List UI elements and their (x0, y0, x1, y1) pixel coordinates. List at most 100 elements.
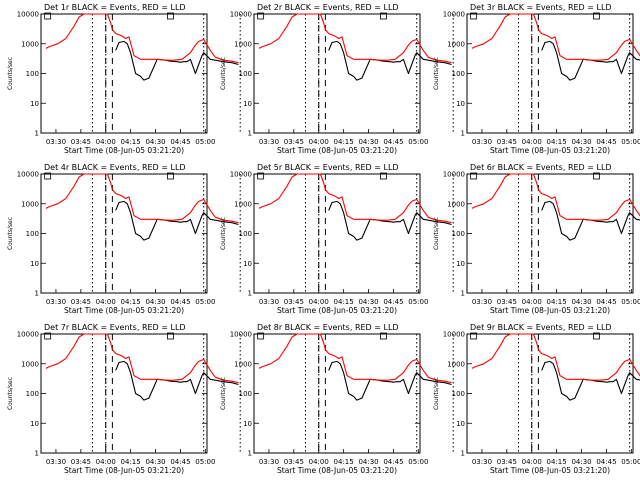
y-tick-label: 100 (452, 70, 465, 78)
y-tick-label: 1000 (21, 360, 39, 368)
x-axis-label: Start Time (08-Jun-05 03:21:20) (490, 146, 610, 155)
y-tick-label: 1 (35, 450, 39, 458)
x-tick-label: 03:30 (46, 138, 66, 146)
x-tick-label: 03:45 (71, 298, 91, 306)
x-tick-label: 04:45 (383, 138, 403, 146)
x-tick-label: 04:00 (522, 298, 542, 306)
y-tick-label: 10000 (230, 171, 252, 179)
y-tick-label: 1 (248, 290, 252, 298)
y-axis-label: Counts/sec (433, 57, 440, 90)
series-line-events (115, 200, 239, 241)
x-tick-label: 04:30 (145, 138, 165, 146)
chart-panel-det-4r: Det 4r BLACK = Events, RED = LLD Counts/s… (7, 163, 241, 315)
x-tick-label: 04:45 (170, 458, 190, 466)
x-tick-label: 04:00 (522, 138, 542, 146)
x-tick-label: 03:30 (46, 458, 66, 466)
y-tick-label: 100 (239, 230, 252, 238)
attenuator-state-box (470, 332, 478, 340)
y-tick-label: 1 (248, 130, 252, 138)
x-tick-label: 04:30 (571, 458, 591, 466)
series-line-lld (45, 173, 239, 224)
x-axis-label: Start Time (08-Jun-05 03:21:20) (64, 146, 184, 155)
y-tick-label: 100 (26, 70, 39, 78)
y-tick-label: 10000 (17, 171, 39, 179)
x-tick-label: 04:00 (96, 458, 116, 466)
chart-title: Det 2r BLACK = Events, RED = LLD (257, 3, 399, 12)
x-tick-label: 03:45 (284, 138, 304, 146)
x-tick-label: 04:45 (596, 298, 616, 306)
y-tick-label: 10 (30, 420, 39, 428)
series-line-lld (258, 173, 452, 224)
x-tick-label: 03:30 (259, 298, 279, 306)
attenuator-state-box (593, 332, 600, 340)
y-tick-label: 100 (452, 230, 465, 238)
y-axis-label: Counts/sec (220, 377, 227, 410)
plot-frame (40, 13, 208, 134)
x-tick-label: 04:00 (309, 298, 329, 306)
y-tick-label: 10000 (230, 331, 252, 339)
attenuator-state-box (257, 172, 265, 180)
y-tick-label: 10 (456, 100, 465, 108)
series-line-lld (471, 173, 640, 221)
attenuator-state-box (593, 12, 600, 20)
y-tick-label: 1 (248, 450, 252, 458)
chart-panel-det-9r: Det 9r BLACK = Events, RED = LLD Counts/s… (433, 323, 640, 475)
y-tick-label: 100 (26, 230, 39, 238)
attenuator-state-box (257, 12, 265, 20)
y-tick-label: 10000 (443, 11, 465, 19)
x-tick-label: 04:30 (145, 298, 165, 306)
y-tick-label: 10 (243, 260, 252, 268)
y-tick-label: 10000 (443, 171, 465, 179)
y-tick-label: 1000 (447, 200, 465, 208)
series-line-events (115, 360, 239, 401)
x-tick-label: 04:30 (358, 138, 378, 146)
series-line-lld (45, 13, 239, 64)
attenuator-state-box (257, 332, 265, 340)
x-tick-label: 03:45 (284, 458, 304, 466)
x-tick-label: 03:45 (497, 138, 517, 146)
series-line-events (541, 360, 640, 401)
x-tick-label: 05:00 (621, 138, 640, 146)
x-axis-label: Start Time (08-Jun-05 03:21:20) (490, 466, 610, 475)
attenuator-state-box (44, 12, 52, 20)
series-line-lld (258, 13, 452, 64)
y-tick-label: 10000 (230, 11, 252, 19)
attenuator-state-box (380, 12, 387, 20)
x-tick-label: 05:00 (408, 458, 428, 466)
plot-frame (40, 333, 208, 454)
series-line-lld (471, 13, 640, 61)
chart-title: Det 1r BLACK = Events, RED = LLD (44, 3, 186, 12)
x-tick-label: 03:30 (472, 458, 492, 466)
y-tick-label: 10 (30, 260, 39, 268)
y-axis-label: Counts/sec (433, 217, 440, 250)
series-line-events (328, 360, 452, 401)
plot-frame (253, 333, 421, 454)
x-tick-label: 04:00 (522, 458, 542, 466)
x-tick-label: 04:00 (96, 298, 116, 306)
y-tick-label: 100 (239, 70, 252, 78)
x-tick-label: 05:00 (408, 138, 428, 146)
attenuator-state-box (593, 172, 600, 180)
x-axis-label: Start Time (08-Jun-05 03:21:20) (277, 306, 397, 315)
y-tick-label: 10 (30, 100, 39, 108)
x-tick-label: 04:45 (170, 138, 190, 146)
series-line-events (541, 200, 640, 241)
x-tick-label: 04:30 (571, 138, 591, 146)
y-axis-label: Counts/sec (7, 377, 14, 410)
y-tick-label: 10 (456, 420, 465, 428)
x-tick-label: 04:15 (121, 298, 141, 306)
x-tick-label: 04:30 (358, 298, 378, 306)
chart-panel-det-1r: Det 1r BLACK = Events, RED = LLD Counts/s… (7, 3, 241, 155)
x-tick-label: 04:00 (96, 138, 116, 146)
x-tick-label: 03:30 (472, 138, 492, 146)
x-tick-label: 04:15 (547, 138, 567, 146)
series-line-events (115, 40, 239, 81)
y-tick-label: 1 (461, 290, 465, 298)
chart-panel-det-7r: Det 7r BLACK = Events, RED = LLD Counts/s… (7, 323, 241, 475)
chart-panel-det-6r: Det 6r BLACK = Events, RED = LLD Counts/s… (433, 163, 640, 315)
x-tick-label: 04:45 (383, 298, 403, 306)
x-tick-label: 04:15 (547, 298, 567, 306)
plot-frame (253, 173, 421, 294)
plot-frame (466, 333, 634, 454)
y-tick-label: 1 (461, 130, 465, 138)
